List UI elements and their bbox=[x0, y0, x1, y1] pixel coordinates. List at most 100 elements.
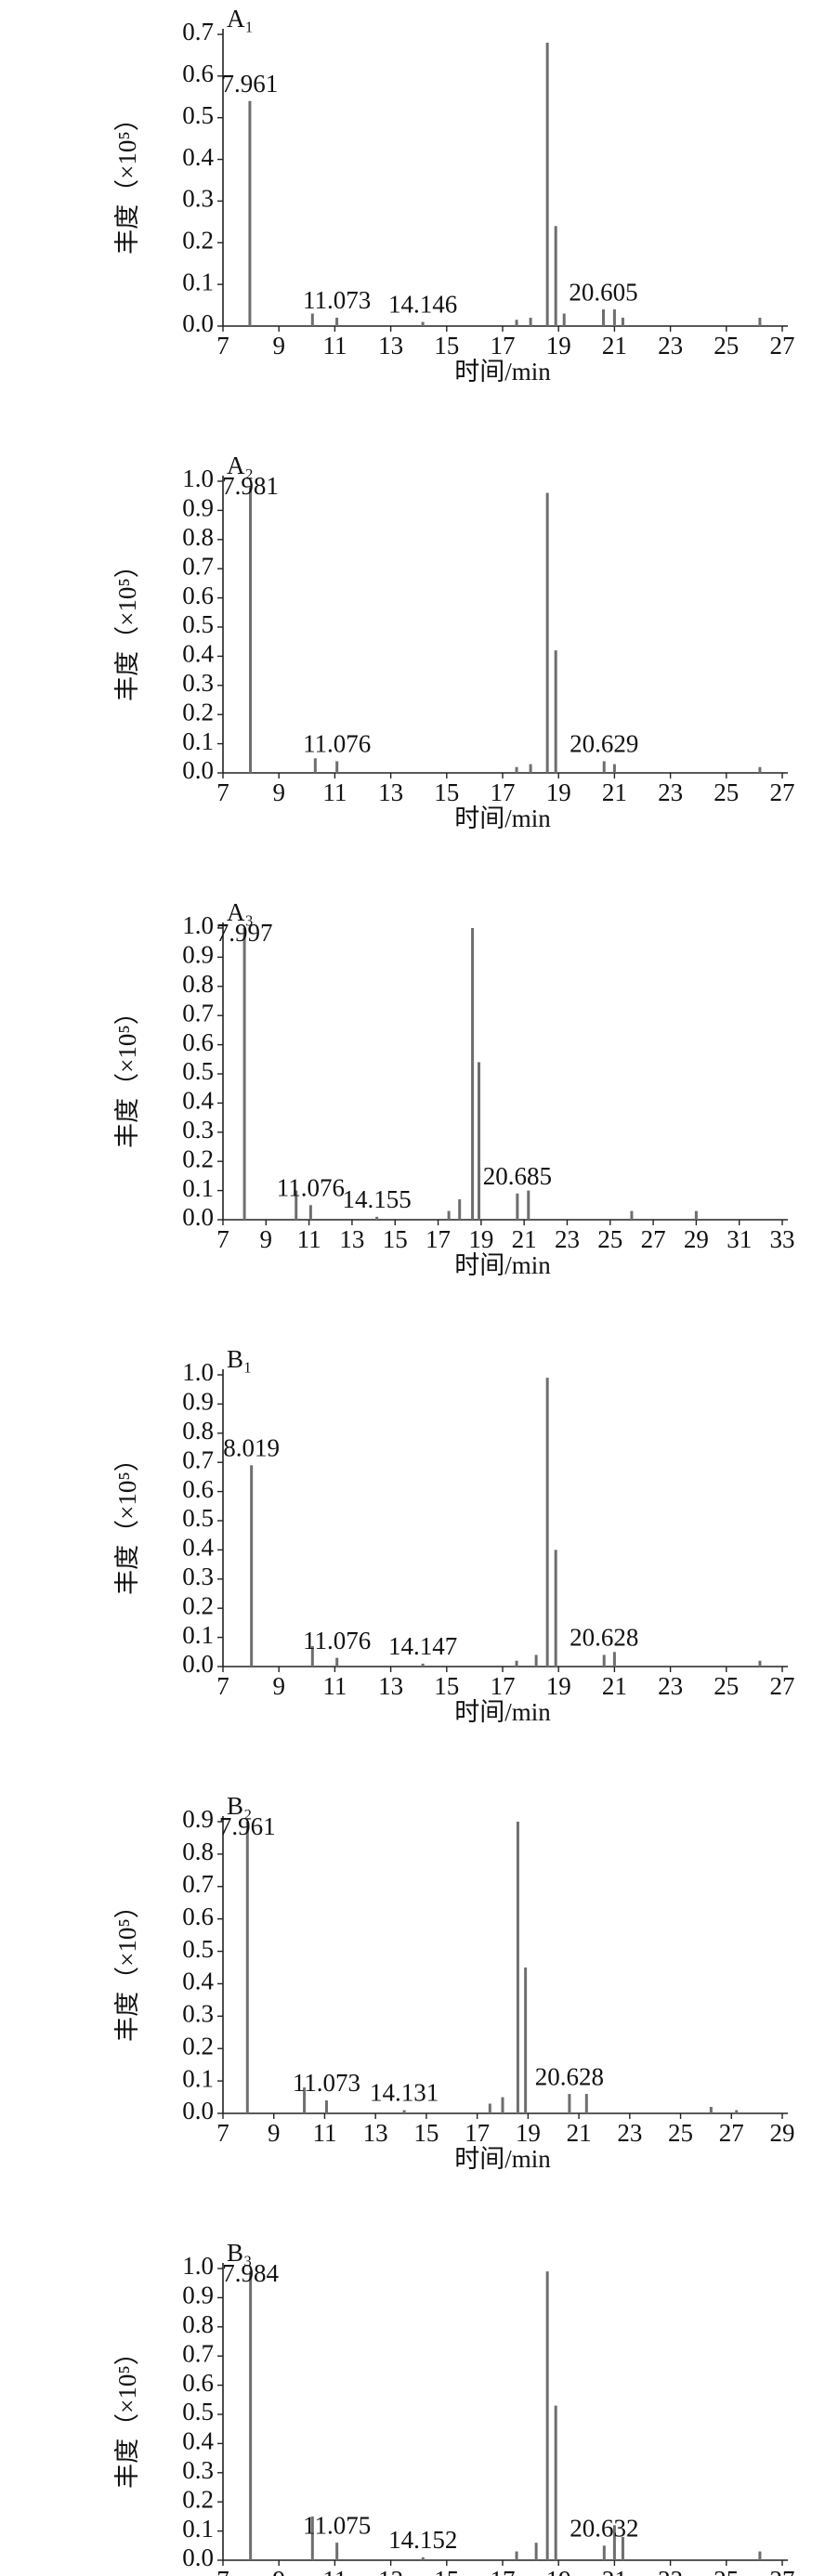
peak bbox=[249, 487, 253, 773]
peak bbox=[310, 313, 314, 326]
y-tick-label: 1.0 bbox=[182, 2252, 214, 2280]
peak bbox=[515, 1660, 518, 1667]
x-tick-label: 25 bbox=[714, 1672, 739, 1700]
peak-label: 14.131 bbox=[370, 2079, 439, 2107]
panel-label: B₂ bbox=[227, 1792, 252, 1820]
y-tick-label: 0.7 bbox=[182, 999, 214, 1026]
x-tick-label: 11 bbox=[322, 2566, 347, 2576]
y-tick-label: 0.1 bbox=[182, 1174, 214, 1202]
y-tick-label: 0.5 bbox=[182, 101, 214, 129]
x-tick-label: 7 bbox=[216, 2119, 229, 2147]
peak bbox=[335, 761, 339, 773]
peak bbox=[242, 928, 246, 1220]
peak-label: 14.152 bbox=[388, 2526, 457, 2554]
x-tick-label: 19 bbox=[516, 2119, 541, 2147]
x-tick-label: 15 bbox=[434, 332, 459, 360]
panel-label: A₁ bbox=[227, 5, 254, 33]
y-tick-label: 0.1 bbox=[182, 2064, 214, 2092]
peak-label: 8.019 bbox=[223, 1434, 280, 1462]
peak bbox=[529, 764, 532, 773]
x-tick-label: 11 bbox=[322, 332, 347, 360]
y-tick-label: 0.8 bbox=[182, 2310, 214, 2338]
x-tick-label: 11 bbox=[322, 1672, 347, 1700]
x-tick-label: 27 bbox=[770, 778, 795, 806]
x-tick-label: 29 bbox=[770, 2119, 795, 2147]
y-tick-label: 0.3 bbox=[182, 1563, 214, 1590]
peak bbox=[758, 1660, 762, 1667]
peak bbox=[447, 1210, 451, 1220]
y-tick-label: 0.8 bbox=[182, 523, 214, 551]
y-tick-label: 0.6 bbox=[182, 2369, 214, 2397]
peak bbox=[421, 2556, 425, 2560]
peak-label: 7.981 bbox=[222, 472, 279, 500]
peak-label: 7.984 bbox=[222, 2259, 279, 2287]
peak bbox=[402, 2110, 406, 2113]
x-tick-label: 17 bbox=[491, 2566, 516, 2576]
peak bbox=[310, 2516, 314, 2560]
y-tick-label: 0.9 bbox=[182, 941, 214, 969]
peak bbox=[612, 309, 616, 326]
x-tick-label: 15 bbox=[413, 2119, 439, 2147]
x-tick-label: 19 bbox=[546, 332, 571, 360]
x-tick-label: 13 bbox=[378, 2566, 403, 2576]
peak-label: 14.147 bbox=[388, 1632, 457, 1660]
x-tick-label: 13 bbox=[378, 332, 403, 360]
x-tick-label: 25 bbox=[668, 2119, 693, 2147]
y-tick-label: 0.0 bbox=[182, 1203, 214, 1231]
y-tick-label: 0.9 bbox=[182, 1388, 214, 1416]
peak bbox=[545, 492, 549, 773]
y-tick-label: 1.0 bbox=[182, 464, 214, 492]
x-tick-label: 25 bbox=[714, 778, 739, 806]
peak bbox=[612, 764, 616, 773]
y-tick-label: 0.7 bbox=[182, 1870, 214, 1898]
y-tick-label: 0.5 bbox=[182, 1504, 214, 1532]
peak-label: 20.632 bbox=[570, 2515, 638, 2543]
x-tick-label: 21 bbox=[602, 2566, 627, 2576]
y-tick-label: 0.6 bbox=[182, 1028, 214, 1056]
x-tick-label: 9 bbox=[268, 2119, 281, 2147]
x-tick-label: 9 bbox=[272, 1672, 285, 1700]
peak bbox=[249, 2271, 253, 2560]
x-tick-label: 27 bbox=[770, 1672, 795, 1700]
peak bbox=[545, 2271, 549, 2560]
x-tick-label: 7 bbox=[216, 2566, 229, 2576]
x-tick-label: 9 bbox=[272, 332, 285, 360]
y-tick-label: 0.4 bbox=[182, 2427, 214, 2455]
peak bbox=[602, 1654, 606, 1667]
x-tick-label: 31 bbox=[727, 1225, 752, 1253]
peak-label: 7.997 bbox=[216, 919, 273, 947]
y-tick-label: 0.3 bbox=[182, 185, 214, 213]
peak bbox=[295, 1190, 298, 1220]
x-tick-label: 13 bbox=[363, 2119, 388, 2147]
peak bbox=[621, 318, 624, 326]
peak bbox=[694, 1210, 698, 1220]
peak-label: 20.605 bbox=[569, 278, 637, 306]
x-tick-label: 7 bbox=[216, 778, 229, 806]
peak bbox=[375, 1216, 379, 1220]
x-tick-label: 19 bbox=[546, 1672, 571, 1700]
x-tick-label: 27 bbox=[770, 332, 795, 360]
peak-label: 20.685 bbox=[483, 1162, 552, 1190]
y-tick-label: 0.6 bbox=[182, 582, 214, 609]
y-tick-label: 0.6 bbox=[182, 59, 214, 87]
x-tick-label: 21 bbox=[602, 1672, 627, 1700]
x-tick-label: 9 bbox=[272, 2566, 285, 2576]
y-tick-label: 0.0 bbox=[182, 756, 214, 784]
peak bbox=[324, 2100, 328, 2113]
peak bbox=[515, 320, 518, 326]
peak bbox=[335, 1657, 339, 1667]
peak bbox=[335, 2543, 339, 2560]
x-tick-label: 9 bbox=[260, 1225, 273, 1253]
peak-label: 11.073 bbox=[293, 2069, 360, 2097]
peak bbox=[758, 766, 762, 773]
peak-label: 7.961 bbox=[219, 1812, 276, 1840]
y-tick-label: 0.8 bbox=[182, 970, 214, 998]
y-tick-label: 0.7 bbox=[182, 1445, 214, 1473]
x-tick-label: 11 bbox=[322, 778, 347, 806]
x-axis-title: 时间/min bbox=[454, 1251, 551, 1279]
x-tick-label: 13 bbox=[339, 1225, 364, 1253]
peak bbox=[308, 1205, 312, 1220]
peak bbox=[554, 2405, 557, 2560]
y-tick-label: 0.4 bbox=[182, 1087, 214, 1115]
y-tick-label: 0.5 bbox=[182, 610, 214, 638]
